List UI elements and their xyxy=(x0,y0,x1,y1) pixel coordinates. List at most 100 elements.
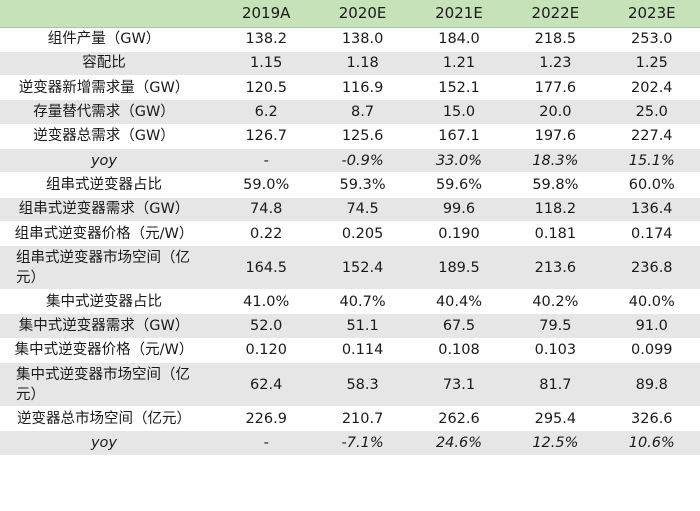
row-value: 41.0% xyxy=(218,289,315,315)
row-value: - xyxy=(218,430,315,456)
row-label: 集中式逆变器市场空间（亿元） xyxy=(0,362,218,408)
row-value: 0.174 xyxy=(603,221,700,247)
row-value: 177.6 xyxy=(507,75,604,101)
row-value: 51.1 xyxy=(314,313,411,339)
row-value: -0.9% xyxy=(314,148,411,174)
row-value: 15.1% xyxy=(603,148,700,174)
row-label: 组件产量（GW） xyxy=(0,27,218,52)
table-row: 逆变器新增需求量（GW） 120.5 116.9 152.1 177.6 202.4 xyxy=(0,75,700,101)
row-value: 0.099 xyxy=(603,338,700,364)
row-value: 40.7% xyxy=(314,289,411,315)
row-value: 40.2% xyxy=(507,289,604,315)
table-row: 集中式逆变器市场空间（亿元） 62.4 58.3 73.1 81.7 89.8 xyxy=(0,362,700,408)
header-cell-2021E: 2021E xyxy=(410,0,508,28)
table-row: 容配比 1.15 1.18 1.21 1.23 1.25 xyxy=(0,51,700,77)
row-label: 组串式逆变器需求（GW） xyxy=(0,197,218,222)
row-label: 集中式逆变器占比 xyxy=(0,289,218,315)
row-value: 62.4 xyxy=(218,362,315,408)
row-label: 组串式逆变器占比 xyxy=(0,172,218,198)
table-row: 组串式逆变器市场空间（亿元） 164.5 152.4 189.5 213.6 236.8 xyxy=(0,245,700,291)
row-value: 1.18 xyxy=(314,51,411,77)
row-value: 0.190 xyxy=(410,221,508,247)
row-value: 89.8 xyxy=(603,362,700,408)
header-cell-label xyxy=(0,0,218,28)
row-value: 0.120 xyxy=(218,338,315,364)
row-label: yoy xyxy=(0,430,218,456)
row-value: 20.0 xyxy=(507,99,604,125)
row-value: 118.2 xyxy=(507,197,604,222)
row-value: 326.6 xyxy=(603,406,700,432)
table-row: 逆变器总市场空间（亿元） 226.9 210.7 262.6 295.4 326.6 xyxy=(0,406,700,432)
row-value: 202.4 xyxy=(603,75,700,101)
row-label: 存量替代需求（GW） xyxy=(0,99,218,125)
row-value: 40.0% xyxy=(603,289,700,315)
row-value: 213.6 xyxy=(507,245,604,291)
row-value: 1.23 xyxy=(507,51,604,77)
row-value: 152.4 xyxy=(314,245,411,291)
row-value: -7.1% xyxy=(314,430,411,456)
row-label: 集中式逆变器需求（GW） xyxy=(0,313,218,339)
row-value: 1.25 xyxy=(603,51,700,77)
row-value: 0.114 xyxy=(314,338,411,364)
row-value: 15.0 xyxy=(410,99,508,125)
row-value: 0.108 xyxy=(410,338,508,364)
row-value: 59.6% xyxy=(410,172,508,198)
row-label: 逆变器总市场空间（亿元） xyxy=(0,406,218,432)
row-value: 189.5 xyxy=(410,245,508,291)
row-value: 81.7 xyxy=(507,362,604,408)
row-label: 逆变器新增需求量（GW） xyxy=(0,75,218,101)
row-value: 164.5 xyxy=(218,245,315,291)
row-label: yoy xyxy=(0,148,218,174)
row-label: 逆变器总需求（GW） xyxy=(0,124,218,149)
table-row: yoy - -7.1% 24.6% 12.5% 10.6% xyxy=(0,430,700,456)
row-value: 120.5 xyxy=(218,75,315,101)
row-value: 1.15 xyxy=(218,51,315,77)
row-value: 253.0 xyxy=(603,27,700,52)
header-cell-2019A: 2019A xyxy=(218,0,315,28)
row-value: 1.21 xyxy=(410,51,508,77)
row-value: 295.4 xyxy=(507,406,604,432)
table-row: yoy - -0.9% 33.0% 18.3% 15.1% xyxy=(0,148,700,174)
row-value: 138.0 xyxy=(314,27,411,52)
row-value: 167.1 xyxy=(410,124,508,149)
row-value: 0.22 xyxy=(218,221,315,247)
table-row: 集中式逆变器价格（元/W） 0.120 0.114 0.108 0.103 0.099 xyxy=(0,338,700,364)
row-value: 59.3% xyxy=(314,172,411,198)
row-value: 73.1 xyxy=(410,362,508,408)
row-value: 99.6 xyxy=(410,197,508,222)
row-value: 136.4 xyxy=(603,197,700,222)
row-value: 218.5 xyxy=(507,27,604,52)
header-cell-2023E: 2023E xyxy=(603,0,700,28)
row-label: 组串式逆变器价格（元/W） xyxy=(0,221,218,247)
table-row: 存量替代需求（GW） 6.2 8.7 15.0 20.0 25.0 xyxy=(0,99,700,125)
row-value: 33.0% xyxy=(410,148,508,174)
row-value: 236.8 xyxy=(603,245,700,291)
table-row: 组件产量（GW） 138.2 138.0 184.0 218.5 253.0 xyxy=(0,27,700,52)
row-value: 262.6 xyxy=(410,406,508,432)
table-row: 组串式逆变器需求（GW） 74.8 74.5 99.6 118.2 136.4 xyxy=(0,197,700,222)
row-value: 59.0% xyxy=(218,172,315,198)
row-value: 8.7 xyxy=(314,99,411,125)
header-row: 2019A 2020E 2021E 2022E 2023E xyxy=(0,0,700,28)
table-row: 组串式逆变器占比 59.0% 59.3% 59.6% 59.8% 60.0% xyxy=(0,172,700,198)
row-value: 24.6% xyxy=(410,430,508,456)
row-value: 0.103 xyxy=(507,338,604,364)
row-value: 126.7 xyxy=(218,124,315,149)
row-value: 67.5 xyxy=(410,313,508,339)
row-value: 10.6% xyxy=(603,430,700,456)
row-value: 0.181 xyxy=(507,221,604,247)
row-value: 79.5 xyxy=(507,313,604,339)
row-value: 210.7 xyxy=(314,406,411,432)
row-value: 60.0% xyxy=(603,172,700,198)
row-value: 58.3 xyxy=(314,362,411,408)
row-value: 116.9 xyxy=(314,75,411,101)
table-row: 逆变器总需求（GW） 126.7 125.6 167.1 197.6 227.4 xyxy=(0,124,700,149)
table-row: 组串式逆变器价格（元/W） 0.22 0.205 0.190 0.181 0.174 xyxy=(0,221,700,247)
row-value: 18.3% xyxy=(507,148,604,174)
row-value: 184.0 xyxy=(410,27,508,52)
row-value: 25.0 xyxy=(603,99,700,125)
row-value: 59.8% xyxy=(507,172,604,198)
row-value: 226.9 xyxy=(218,406,315,432)
row-label: 集中式逆变器价格（元/W） xyxy=(0,338,218,364)
